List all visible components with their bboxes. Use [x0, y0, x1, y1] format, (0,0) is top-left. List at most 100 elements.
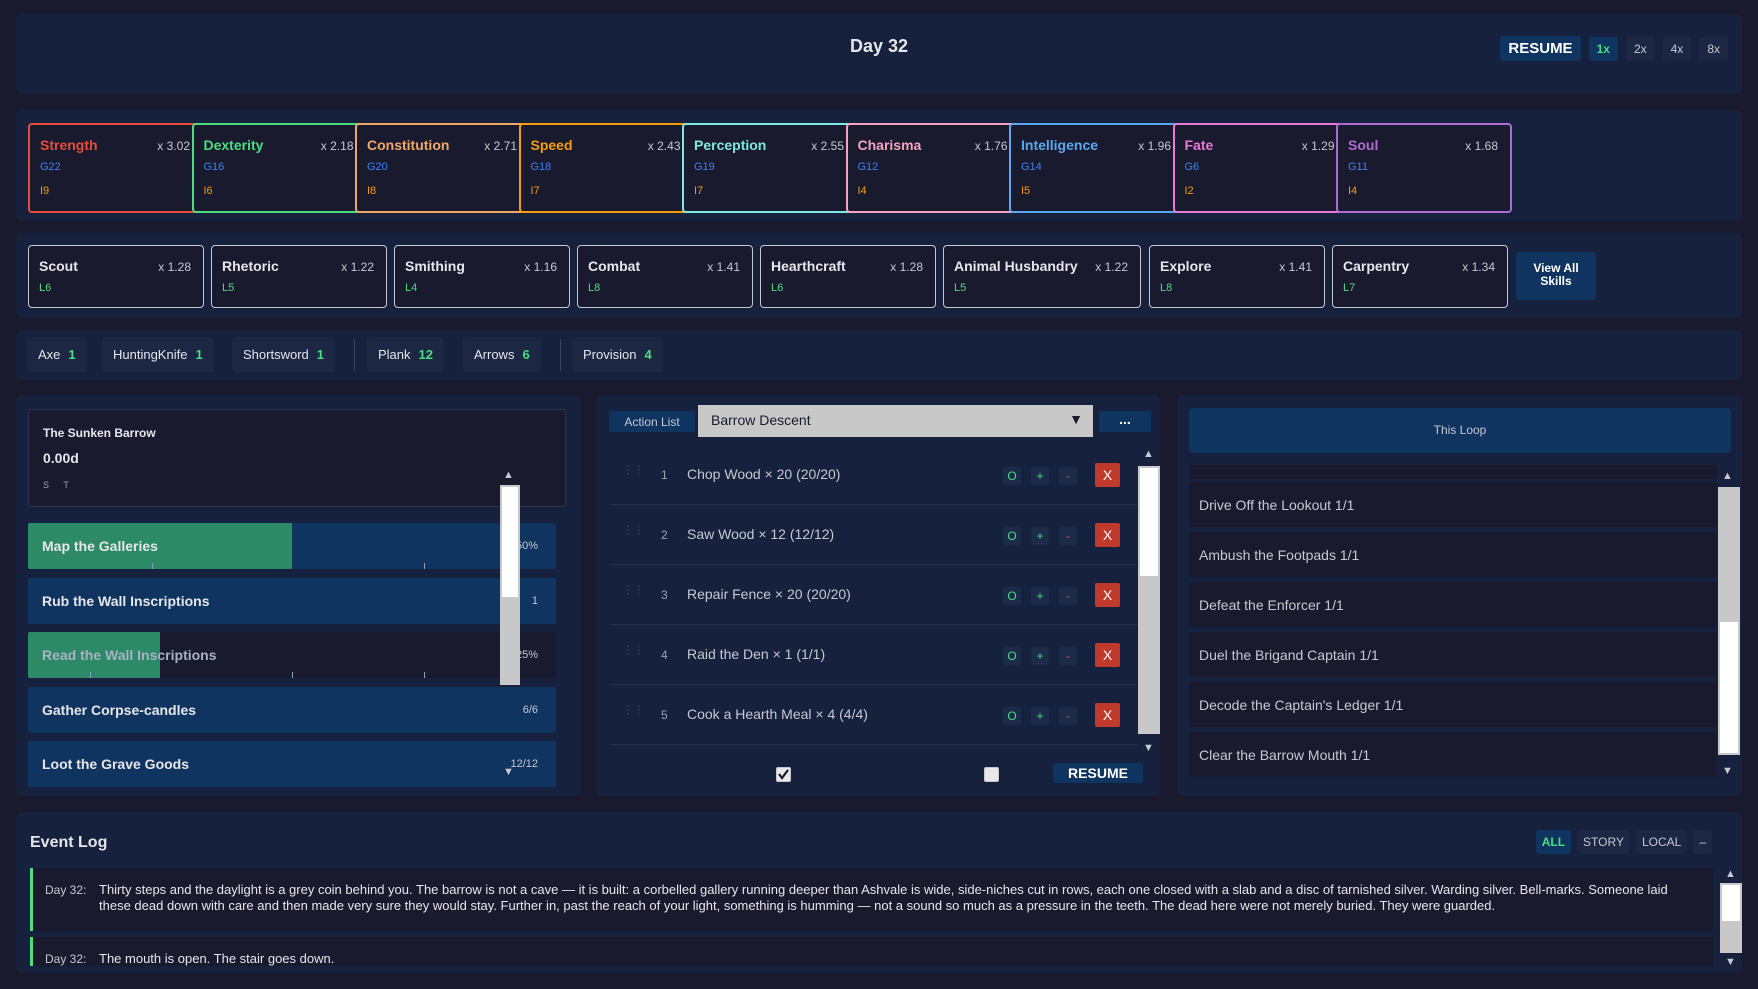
action-loop-toggle-button[interactable]: O	[1003, 707, 1021, 725]
action-delete-button[interactable]: X	[1095, 523, 1120, 547]
action-list-select[interactable]: Barrow Descent ▼	[698, 405, 1093, 437]
drag-handle-icon[interactable]: ⋮⋮	[623, 705, 645, 716]
repeat-checkbox[interactable]	[984, 767, 999, 782]
skill-card-explore[interactable]: Explore x 1.41 L8	[1149, 245, 1325, 308]
action-increase-button[interactable]: +	[1031, 647, 1049, 665]
stat-card-speed[interactable]: Speed x 2.43 G18 I7	[518, 123, 695, 213]
skill-card-combat[interactable]: Combat x 1.41 L8	[577, 245, 753, 308]
action-loop-toggle-button[interactable]: O	[1003, 587, 1021, 605]
stat-growth: G18	[530, 161, 552, 173]
skill-card-animal-husbandry[interactable]: Animal Husbandry x 1.22 L5	[943, 245, 1141, 308]
drag-handle-icon[interactable]: ⋮⋮	[623, 645, 645, 656]
footer-resume-button[interactable]: RESUME	[1053, 763, 1143, 783]
action-increase-button[interactable]: +	[1031, 707, 1049, 725]
action-decrease-button[interactable]: -	[1059, 527, 1077, 545]
action-row[interactable]: ⋮⋮ 2 Saw Wood × 12 (12/12) O + - X	[609, 505, 1137, 565]
action-row[interactable]: ⋮⋮ 5 Cook a Hearth Meal × 4 (4/4) O + - X	[609, 685, 1137, 745]
stat-card-fate[interactable]: Fate x 1.29 G6 I2	[1172, 123, 1349, 213]
action-decrease-button[interactable]: -	[1059, 587, 1077, 605]
skill-card-hearthcraft[interactable]: Hearthcraft x 1.28 L6	[760, 245, 936, 308]
view-all-skills-button[interactable]: View All Skills	[1516, 252, 1596, 300]
scroll-down-icon[interactable]: ▼	[1725, 956, 1736, 968]
filter-local-button[interactable]: LOCAL	[1635, 830, 1688, 854]
action-label: Cook a Hearth Meal × 4 (4/4)	[687, 706, 868, 722]
loop-scroll-thumb[interactable]	[1720, 622, 1738, 753]
action-delete-button[interactable]: X	[1095, 463, 1120, 487]
zone-progress-row[interactable]: Loot the Grave Goods 12/12	[28, 741, 556, 787]
auto-start-checkbox[interactable]	[776, 767, 791, 782]
resume-button[interactable]: RESUME	[1500, 36, 1581, 61]
inventory-item-plank[interactable]: Plank 12	[367, 337, 444, 372]
scroll-down-icon[interactable]: ▼	[1143, 742, 1154, 754]
drag-handle-icon[interactable]: ⋮⋮	[623, 585, 645, 596]
action-loop-toggle-button[interactable]: O	[1003, 467, 1021, 485]
zone-progress-row[interactable]: Rub the Wall Inscriptions 1	[28, 577, 556, 624]
dropdown-arrow-icon: ▼	[1069, 411, 1083, 427]
this-loop-tab[interactable]: This Loop	[1189, 408, 1731, 453]
action-scrollbar[interactable]	[1138, 466, 1160, 734]
stat-card-dexterity[interactable]: Dexterity x 2.18 G16 I6	[191, 123, 368, 213]
action-delete-button[interactable]: X	[1095, 583, 1120, 607]
speed-8x-button[interactable]: 8x	[1699, 36, 1728, 61]
action-decrease-button[interactable]: -	[1059, 467, 1077, 485]
action-increase-button[interactable]: +	[1031, 467, 1049, 485]
skill-card-carpentry[interactable]: Carpentry x 1.34 L7	[1332, 245, 1508, 308]
drag-handle-icon[interactable]: ⋮⋮	[623, 525, 645, 536]
scroll-up-icon[interactable]: ▲	[1143, 448, 1154, 460]
speed-1x-button[interactable]: 1x	[1588, 36, 1618, 61]
action-scroll-thumb[interactable]	[1140, 468, 1158, 576]
skill-card-rhetoric[interactable]: Rhetoric x 1.22 L5	[211, 245, 387, 308]
zone-progress-row[interactable]: Map the Galleries 50%	[28, 523, 556, 569]
action-decrease-button[interactable]: -	[1059, 647, 1077, 665]
inventory-item-shortsword[interactable]: Shortsword 1	[232, 337, 335, 372]
event-log-filters: ALL STORY LOCAL –	[1535, 830, 1712, 854]
action-number: 5	[661, 708, 668, 722]
event-scrollbar[interactable]	[1720, 883, 1742, 953]
stat-card-constitution[interactable]: Constitution x 2.71 G20 I8	[355, 123, 531, 213]
scroll-up-icon[interactable]: ▲	[503, 469, 514, 481]
action-delete-button[interactable]: X	[1095, 643, 1120, 667]
action-increase-button[interactable]: +	[1031, 527, 1049, 545]
action-loop-toggle-button[interactable]: O	[1003, 647, 1021, 665]
speed-2x-button[interactable]: 2x	[1625, 36, 1655, 61]
stat-innate: I7	[530, 185, 540, 197]
loop-scrollbar[interactable]	[1718, 487, 1740, 755]
stat-card-perception[interactable]: Perception x 2.55 G19 I7	[682, 123, 858, 213]
action-list-more-button[interactable]: ...	[1099, 411, 1151, 432]
inventory-item-huntingknife[interactable]: HuntingKnife 1	[102, 337, 214, 372]
speed-4x-button[interactable]: 4x	[1662, 36, 1692, 61]
skill-card-scout[interactable]: Scout x 1.28 L6	[28, 245, 204, 308]
inventory-item-provision[interactable]: Provision 4	[572, 337, 663, 372]
scroll-down-icon[interactable]: ▼	[503, 766, 514, 778]
action-decrease-button[interactable]: -	[1059, 707, 1077, 725]
stat-card-intelligence[interactable]: Intelligence x 1.96 G14 I5	[1009, 123, 1185, 213]
stat-innate: I7	[694, 185, 704, 197]
action-list-tab[interactable]: Action List	[609, 411, 695, 432]
stat-card-soul[interactable]: Soul x 1.68 G11 I4	[1336, 123, 1512, 213]
stat-card-charisma[interactable]: Charisma x 1.76 G12 I4	[845, 123, 1022, 213]
action-delete-button[interactable]: X	[1095, 703, 1120, 727]
scroll-down-icon[interactable]: ▼	[1722, 765, 1733, 777]
zone-progress-row[interactable]: Gather Corpse-candles 6/6	[28, 686, 556, 733]
scroll-up-icon[interactable]: ▲	[1725, 868, 1736, 880]
drag-handle-icon[interactable]: ⋮⋮	[623, 465, 645, 476]
action-row[interactable]: ⋮⋮ 1 Chop Wood × 20 (20/20) O + - X	[609, 445, 1137, 505]
progress-label: Rub the Wall Inscriptions	[42, 592, 210, 609]
event-text: Thirty steps and the daylight is a grey …	[99, 882, 1668, 913]
filter-all-button[interactable]: ALL	[1535, 830, 1572, 854]
skill-card-smithing[interactable]: Smithing x 1.16 L4	[394, 245, 570, 308]
inventory-item-arrows[interactable]: Arrows 6	[463, 337, 541, 372]
scroll-up-icon[interactable]: ▲	[1722, 470, 1733, 482]
zone-scrollbar[interactable]	[500, 485, 520, 685]
event-scroll-thumb[interactable]	[1722, 885, 1740, 921]
stat-card-strength[interactable]: Strength x 3.02 G22 I9	[28, 123, 204, 213]
collapse-log-button[interactable]: –	[1693, 830, 1712, 854]
action-row[interactable]: ⋮⋮ 4 Raid the Den × 1 (1/1) O + - X	[609, 625, 1137, 685]
action-row[interactable]: ⋮⋮ 3 Repair Fence × 20 (20/20) O + - X	[609, 565, 1137, 625]
zone-progress-row[interactable]: Read the Wall Inscriptions 25%	[28, 632, 556, 678]
inventory-item-axe[interactable]: Axe 1	[27, 337, 87, 372]
filter-story-button[interactable]: STORY	[1577, 830, 1630, 854]
action-increase-button[interactable]: +	[1031, 587, 1049, 605]
action-loop-toggle-button[interactable]: O	[1003, 527, 1021, 545]
zone-scroll-thumb[interactable]	[502, 487, 518, 597]
